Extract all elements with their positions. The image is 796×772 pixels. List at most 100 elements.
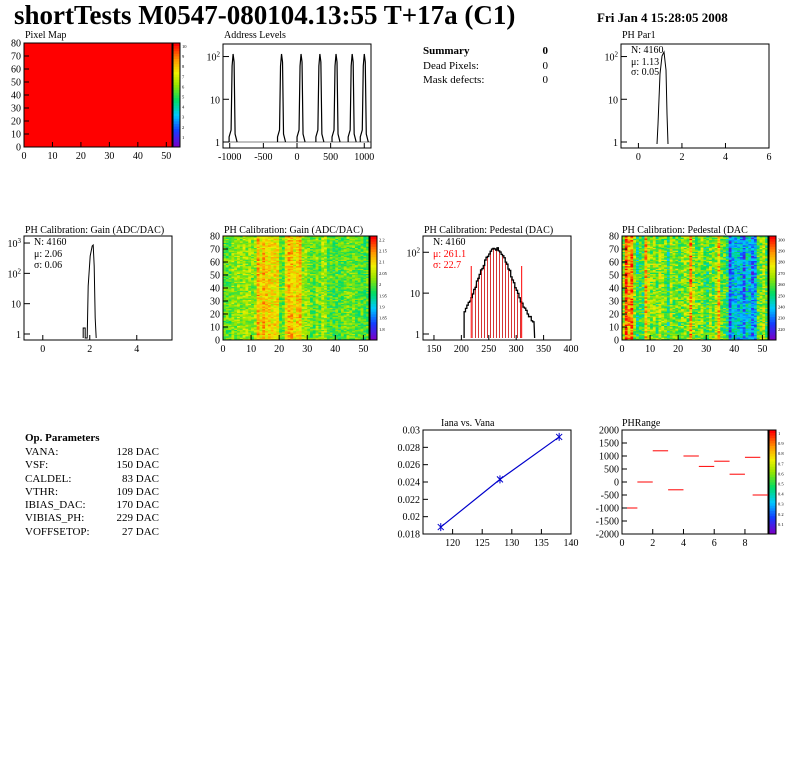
heatmap-cell	[324, 330, 328, 333]
heatmap-cell	[251, 311, 255, 313]
heatmap-cell	[251, 246, 255, 248]
heatmap-cell	[270, 294, 274, 297]
heatmap-cell	[273, 319, 277, 321]
heatmap-cell	[242, 289, 246, 291]
heatmap-cell	[290, 250, 294, 252]
heatmap-cell	[253, 271, 257, 273]
heatmap-cell	[321, 242, 325, 245]
x-tick-label: 250	[481, 344, 496, 355]
heatmap-cell	[315, 328, 319, 330]
heatmap-cell	[312, 267, 316, 269]
heatmap-cell	[234, 265, 238, 268]
heatmap-cell	[279, 236, 283, 238]
heatmap-cell	[276, 242, 280, 245]
heatmap-cell	[242, 254, 246, 256]
heatmap-cell	[301, 327, 305, 329]
heatmap-cell	[276, 256, 280, 259]
heatmap-cell	[248, 325, 252, 328]
heatmap-cell	[312, 316, 316, 319]
heatmap-cell	[298, 237, 302, 239]
heatmap-cell	[318, 321, 322, 324]
heatmap-cell	[312, 324, 316, 326]
heatmap-cell	[326, 310, 330, 312]
heatmap-cell	[251, 332, 255, 334]
heatmap-cell	[273, 256, 277, 259]
heatmap-cell	[248, 236, 252, 238]
heatmap-cell	[301, 290, 305, 293]
heatmap-cell	[231, 254, 235, 256]
heatmap-cell	[251, 333, 255, 336]
heatmap-cell	[234, 336, 238, 338]
heatmap-cell	[315, 289, 319, 291]
heatmap-cell	[293, 245, 297, 247]
heatmap-cell	[281, 247, 286, 250]
heatmap-cell	[242, 290, 246, 293]
heatmap-cell	[324, 310, 328, 312]
heatmap-cell	[223, 336, 227, 338]
heatmap-cell	[225, 277, 229, 280]
heatmap-cell	[259, 271, 263, 273]
heatmap-cell	[237, 327, 241, 329]
heatmap-cell	[318, 249, 322, 251]
heatmap-cell	[321, 264, 325, 267]
heatmap-cell	[239, 286, 243, 289]
heatmap-cell	[296, 256, 300, 259]
palette-cell	[173, 87, 180, 91]
heatmap-cell	[315, 320, 319, 323]
heatmap-cell	[239, 324, 243, 326]
heatmap-cell	[326, 324, 330, 326]
heatmap-cell	[276, 281, 280, 284]
heatmap-cell	[296, 238, 300, 241]
heatmap-cell	[251, 258, 255, 260]
heatmap-cell	[253, 260, 257, 263]
heatmap-cell	[265, 329, 269, 332]
heatmap-cell	[276, 293, 280, 295]
heatmap-cell	[239, 285, 243, 287]
heatmap-cell	[259, 247, 263, 250]
heatmap-cell	[223, 269, 227, 272]
heatmap-cell	[315, 258, 319, 260]
heatmap-cell	[273, 302, 277, 304]
heatmap-cell	[231, 276, 235, 278]
heatmap-cell	[304, 275, 308, 277]
x-tick-label: 0	[22, 151, 27, 162]
heatmap-cell	[284, 255, 288, 258]
heatmap-cell	[273, 298, 277, 300]
heatmap-cell	[237, 290, 241, 293]
heatmap-cell	[307, 299, 311, 302]
palette-cell	[173, 102, 180, 106]
heatmap-cell	[315, 314, 319, 316]
heatmap-cell	[242, 321, 246, 324]
heatmap-cell	[310, 288, 314, 290]
heatmap-cell	[304, 337, 308, 339]
heatmap-cell	[270, 265, 274, 268]
heatmap-cell	[310, 333, 314, 336]
heatmap-cell	[284, 243, 288, 246]
heatmap-cell	[301, 291, 305, 294]
heatmap-cell	[234, 249, 238, 251]
heatmap-cell	[270, 333, 274, 336]
heatmap-cell	[256, 329, 260, 332]
heatmap-cell	[315, 260, 319, 263]
heatmap-cell	[234, 306, 238, 308]
heatmap-cell	[310, 236, 314, 238]
heatmap-cell	[245, 237, 249, 239]
heatmap-cell	[231, 290, 235, 293]
heatmap-cell	[287, 306, 291, 308]
heatmap-cell	[234, 319, 238, 321]
heatmap-cell	[279, 267, 283, 269]
heatmap-cell	[231, 259, 235, 261]
heatmap-cell	[262, 262, 266, 264]
heatmap-cell	[245, 255, 249, 258]
heatmap-cell	[225, 264, 229, 267]
heatmap-cell	[315, 327, 319, 329]
heatmap-cell	[251, 328, 255, 330]
heatmap-cell	[304, 277, 308, 280]
heatmap-cell	[279, 310, 283, 312]
heatmap-cell	[245, 256, 249, 259]
heatmap-cell	[267, 303, 272, 306]
heatmap-cell	[312, 269, 316, 272]
heatmap-cell	[248, 304, 252, 307]
heatmap-cell	[318, 299, 322, 302]
heatmap-cell	[259, 311, 263, 313]
